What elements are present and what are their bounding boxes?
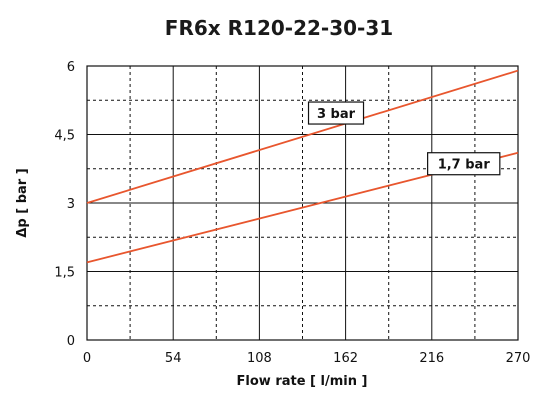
series-label-text: 3 bar	[317, 107, 356, 122]
y-tick-label: 3	[67, 197, 75, 212]
x-tick-label: 108	[247, 351, 272, 366]
x-tick-label: 270	[506, 351, 531, 366]
y-tick-label: 1,5	[54, 266, 75, 281]
tick-labels: 0 54 108 162 216 270 0 1,5 3 4,5 6	[54, 60, 530, 366]
series-label-text: 1,7 bar	[438, 158, 491, 173]
grid	[87, 66, 518, 340]
y-tick-label: 4,5	[54, 129, 75, 144]
chart-title: FR6x R120-22-30-31	[165, 16, 393, 40]
x-axis-label: Flow rate [ l/min ]	[237, 374, 368, 389]
x-tick-label: 162	[333, 351, 358, 366]
y-tick-label: 6	[67, 60, 75, 75]
series-label-box	[427, 152, 501, 176]
y-axis-label: Δp [ bar ]	[15, 168, 30, 237]
series-label-0: 3 bar	[307, 101, 365, 125]
x-tick-label: 54	[165, 351, 182, 366]
series-label-box	[307, 101, 365, 125]
x-tick-label: 0	[83, 351, 91, 366]
y-tick-label: 0	[67, 334, 75, 349]
series-line-0	[86, 69, 519, 204]
series-labels: 3 bar 1,7 bar	[307, 101, 501, 176]
series-label-1: 1,7 bar	[427, 152, 501, 176]
x-tick-label: 216	[419, 351, 444, 366]
